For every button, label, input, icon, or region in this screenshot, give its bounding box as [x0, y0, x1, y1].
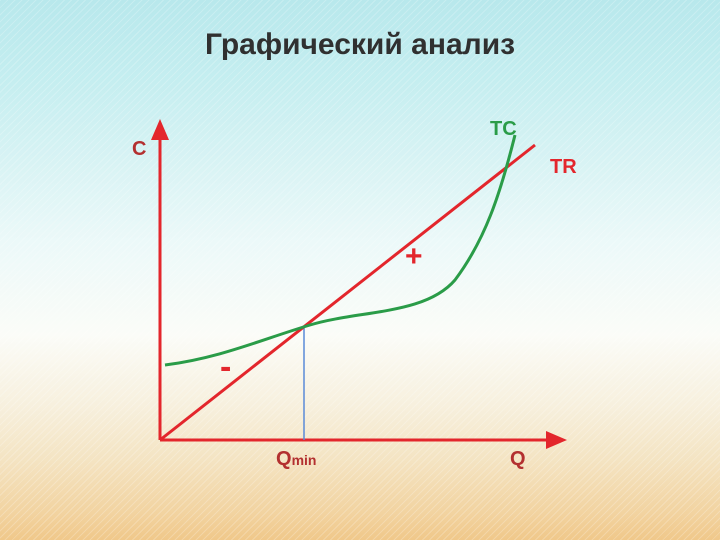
label-plus: + [405, 240, 423, 274]
label-tc: TC [490, 118, 517, 141]
chart-title: Графический анализ [0, 28, 720, 62]
label-c: С [132, 138, 146, 161]
chart-area: С Q Qmin TC TR + - [160, 140, 560, 440]
label-tr: TR [550, 156, 577, 179]
chart-svg [160, 140, 560, 460]
tc-curve [165, 135, 515, 365]
label-q: Q [510, 448, 526, 471]
label-qmin-suffix: min [292, 452, 317, 468]
tr-line [160, 145, 535, 440]
label-minus: - [220, 348, 231, 387]
label-qmin: Qmin [276, 448, 316, 471]
